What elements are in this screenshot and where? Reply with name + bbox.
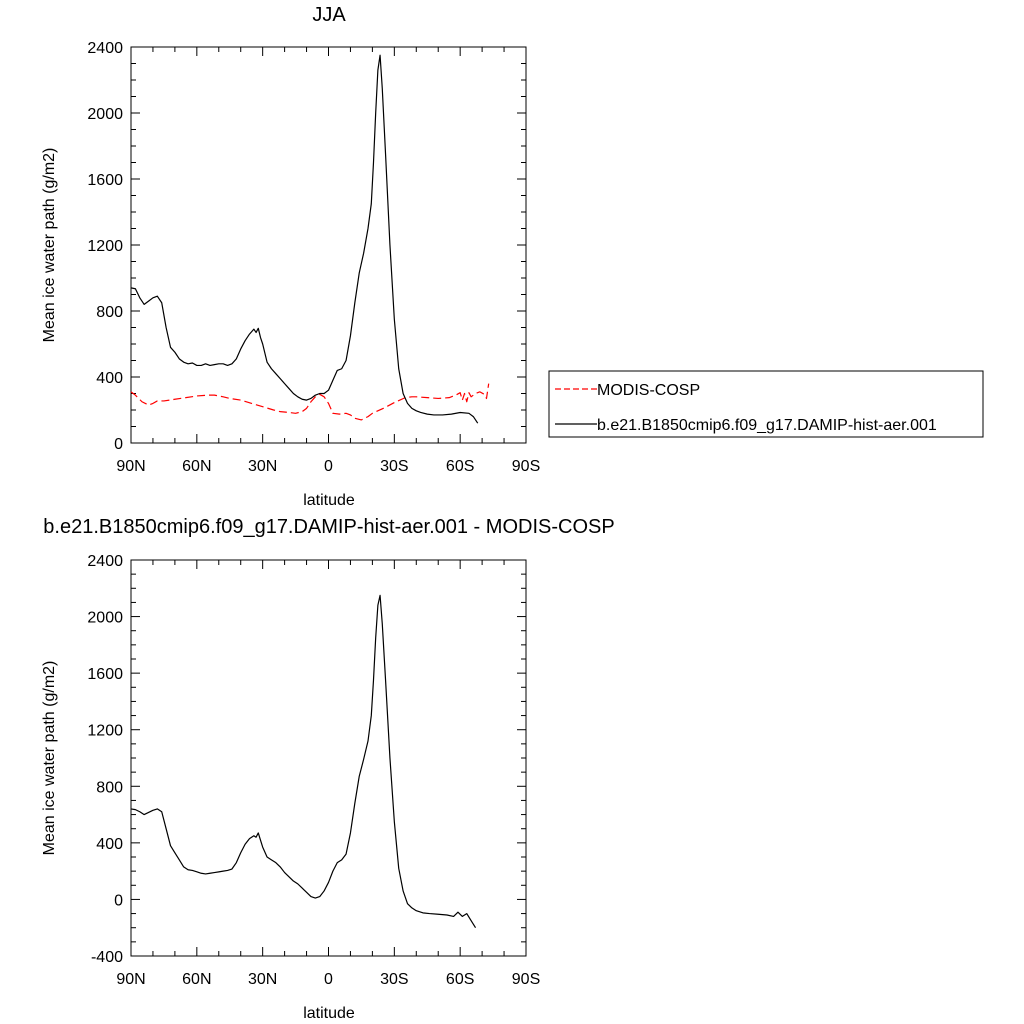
top-x-tick-label: 0 [324, 458, 333, 475]
legend: MODIS-COSP b.e21.B1850cmip6.f09_g17.DAMI… [548, 370, 984, 438]
top-series-line-0 [130, 383, 490, 421]
legend-label-modis: MODIS-COSP [597, 382, 700, 399]
legend-label-model: b.e21.B1850cmip6.f09_g17.DAMIP-hist-aer.… [597, 417, 937, 434]
bottom-x-tick-label: 30N [248, 971, 277, 988]
top-y-tick-label: 800 [96, 304, 123, 321]
top-y-axis-label: Mean ice water path (g/m2) [41, 148, 58, 343]
bottom-x-tick-label: 0 [324, 971, 333, 988]
bottom-plot-frame [130, 559, 527, 957]
bottom-axis-ticks: 90N 60N 30N 0 30S 60S 90S -400 0 400 800 1200 1600 20… [87, 553, 540, 988]
top-x-tick-label: 60N [182, 458, 211, 475]
top-y-tick-label: 1200 [87, 238, 123, 255]
bottom-y-tick-label: 2000 [87, 610, 123, 627]
top-x-tick-label: 60S [446, 458, 474, 475]
top-chart-title: JJA [312, 4, 346, 26]
top-x-tick-label: 90N [116, 458, 145, 475]
top-y-tick-label: 1600 [87, 172, 123, 189]
bottom-y-tick-label: 800 [96, 779, 123, 796]
top-y-tick-label: 2000 [87, 106, 123, 123]
bottom-x-tick-label: 90S [512, 971, 540, 988]
bottom-y-axis-label: Mean ice water path (g/m2) [41, 661, 58, 856]
bottom-chart-title: b.e21.B1850cmip6.f09_g17.DAMIP-hist-aer.… [43, 516, 614, 538]
bottom-y-tick-label: 400 [96, 836, 123, 853]
bottom-y-tick-label: 1600 [87, 666, 123, 683]
bottom-x-axis-label: latitude [303, 1005, 355, 1022]
top-x-tick-label: 30S [380, 458, 408, 475]
top-x-axis-label: latitude [303, 492, 355, 509]
bottom-x-tick-label: 30S [380, 971, 408, 988]
top-panel: JJA 90N 60N 30N 0 30S 60S 90S 0 400 800 1200 1600 20… [41, 4, 984, 509]
top-y-tick-label: 2400 [87, 40, 123, 57]
top-series-line-1 [130, 54, 479, 424]
bottom-x-tick-label: 60S [446, 971, 474, 988]
top-y-tick-label: 400 [96, 370, 123, 387]
bottom-series-lines [130, 594, 477, 929]
bottom-y-tick-label: 2400 [87, 553, 123, 570]
bottom-y-tick-label: 0 [114, 892, 123, 909]
top-y-tick-label: 0 [114, 436, 123, 453]
bottom-x-tick-label: 90N [116, 971, 145, 988]
bottom-panel: b.e21.B1850cmip6.f09_g17.DAMIP-hist-aer.… [41, 516, 615, 1022]
bottom-series-line-0 [130, 594, 477, 929]
bottom-y-tick-label: -400 [91, 949, 123, 966]
top-plot-frame [130, 46, 527, 444]
bottom-y-tick-label: 1200 [87, 723, 123, 740]
top-x-tick-label: 90S [512, 458, 540, 475]
top-x-tick-label: 30N [248, 458, 277, 475]
top-series-lines [130, 54, 490, 424]
top-axis-ticks: 90N 60N 30N 0 30S 60S 90S 0 400 800 1200 1600 2000 24… [87, 40, 540, 475]
legend-box [548, 370, 984, 438]
bottom-x-tick-label: 60N [182, 971, 211, 988]
